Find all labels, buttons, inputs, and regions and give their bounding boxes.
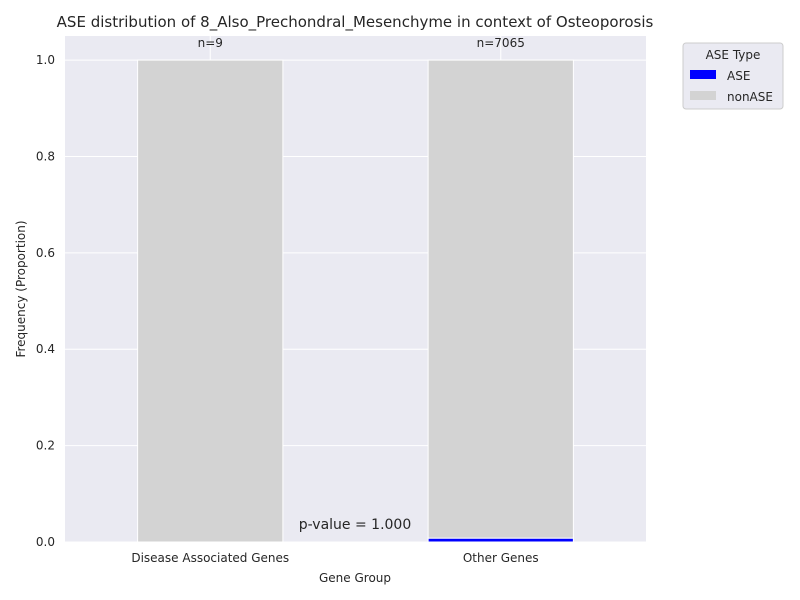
- chart-title: ASE distribution of 8_Also_Prechondral_M…: [57, 13, 654, 32]
- legend-label-nonase: nonASE: [727, 90, 773, 104]
- bar-ase: [427, 537, 574, 543]
- legend-swatch-nonase: [690, 91, 716, 100]
- y-axis-label: Frequency (Proportion): [14, 220, 28, 357]
- x-axis-ticks: Disease Associated Genes Other Genes: [131, 551, 538, 565]
- x-axis-label: Gene Group: [319, 571, 391, 585]
- y-tick-label: 0.8: [36, 149, 55, 163]
- p-value-annotation: p-value = 1.000: [299, 517, 412, 533]
- y-tick-label: 0.0: [36, 535, 55, 549]
- legend-label-ase: ASE: [727, 69, 750, 83]
- bar-nonase: [427, 59, 574, 539]
- x-tick-label: Other Genes: [463, 551, 539, 565]
- count-labels: n=9 n=7065: [198, 36, 525, 50]
- legend-items: ASE nonASE: [690, 69, 773, 104]
- count-label: n=7065: [477, 36, 525, 50]
- y-axis-ticks: 0.0 0.2 0.4 0.6 0.8 1.0: [36, 53, 55, 549]
- count-label: n=9: [198, 36, 223, 50]
- y-tick-label: 0.4: [36, 342, 55, 356]
- y-tick-label: 0.6: [36, 246, 55, 260]
- y-tick-label: 1.0: [36, 53, 55, 67]
- bars: [137, 59, 574, 543]
- legend-swatch-ase: [690, 70, 716, 79]
- legend-title: ASE Type: [706, 48, 761, 62]
- x-tick-label: Disease Associated Genes: [131, 551, 289, 565]
- legend: ASE Type ASE nonASE: [682, 42, 784, 110]
- y-tick-label: 0.2: [36, 439, 55, 453]
- bar-nonase: [137, 59, 284, 543]
